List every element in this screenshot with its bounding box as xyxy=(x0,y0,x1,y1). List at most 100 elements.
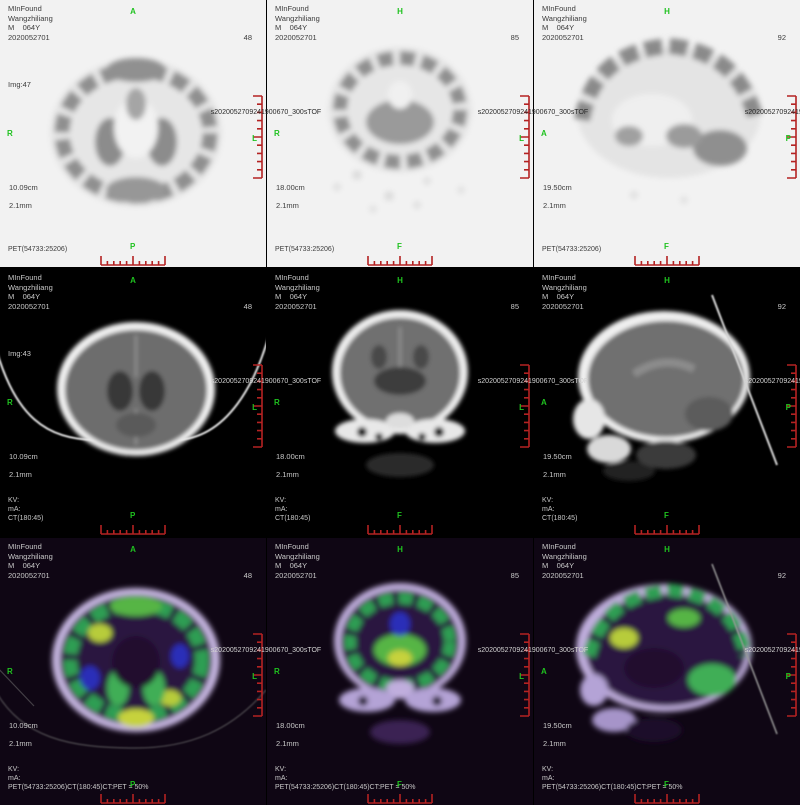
pet-axial-image xyxy=(50,58,222,207)
modality-window-label: CT(180:45) xyxy=(8,514,44,522)
image-number-label: Img:43 xyxy=(8,349,31,358)
patient-name: Wangzhiliang xyxy=(275,282,320,292)
fused-coronal-view[interactable]: MInFound Wangzhiliang M 064Y 2020052701 … xyxy=(267,538,588,805)
orientation-marker-left: R xyxy=(7,129,13,138)
orientation-marker-left: R xyxy=(274,129,280,138)
ma-label: mA: xyxy=(542,505,555,513)
ct-coronal-view[interactable]: MInFound Wangzhiliang M 064Y 2020052701 … xyxy=(267,269,588,536)
orientation-marker-bottom: F xyxy=(664,511,669,520)
series-description: s2020052709241900670_300sTOF xyxy=(744,109,800,116)
patient-sex-age: M 064Y xyxy=(275,292,308,301)
slice-number: 48 xyxy=(243,302,252,311)
orientation-marker-bottom: F xyxy=(664,780,669,789)
fov-label: 18.00cm xyxy=(276,452,305,461)
slice-number: 92 xyxy=(777,33,786,42)
pet-coronal-view[interactable]: MInFound Wangzhiliang M 064Y 2020052701 … xyxy=(267,0,588,267)
fused-axial-view[interactable]: MInFound Wangzhiliang M 064Y 2020052701 … xyxy=(0,538,321,805)
vendor-label: MInFound xyxy=(542,542,576,551)
patient-sex-age: M 064Y xyxy=(542,23,575,32)
ct-sagittal-image xyxy=(573,294,778,481)
orientation-marker-top: A xyxy=(130,7,136,16)
modality-window-label: CT(180:45) xyxy=(275,514,311,522)
patient-info: MInFound Wangzhiliang M 064Y 2020052701 xyxy=(8,542,53,580)
orientation-marker-right: L xyxy=(519,403,524,412)
kv-label: KV: xyxy=(8,497,20,504)
fov-label: 19.50cm xyxy=(543,183,572,192)
pet-sagittal-view[interactable]: MInFound Wangzhiliang M 064Y 2020052701 … xyxy=(534,0,800,267)
vendor-label: MInFound xyxy=(542,273,576,282)
slice-number: 85 xyxy=(510,302,519,311)
orientation-marker-top: A xyxy=(130,276,136,285)
thickness-label: 2.1mm xyxy=(543,470,566,479)
orientation-marker-right: L xyxy=(519,672,524,681)
fusion-ratio-label: PET(54733:25206)CT(180:45)CT:PET = 50% xyxy=(8,783,149,791)
patient-name: Wangzhiliang xyxy=(542,551,587,561)
orientation-marker-top: H xyxy=(397,276,403,285)
patient-sex-age: M 064Y xyxy=(8,561,41,570)
fused-sagittal-view[interactable]: MInFound Wangzhiliang M 064Y 2020052701 … xyxy=(534,538,800,805)
patient-info: MInFound Wangzhiliang M 064Y 2020052701 xyxy=(275,542,320,580)
series-description: s2020052709241900670_300sTOF xyxy=(210,109,322,116)
patient-sex-age: M 064Y xyxy=(8,23,41,32)
acquisition-status: KV: mA: PET(54733:25206)CT(180:45)CT:PET… xyxy=(275,766,416,792)
slice-number: 85 xyxy=(510,571,519,580)
orientation-marker-right: P xyxy=(785,403,791,412)
pet-coronal-image xyxy=(328,47,472,213)
acquisition-status: KV: mA: CT(180:45) xyxy=(8,497,43,523)
orientation-marker-bottom: P xyxy=(130,242,136,251)
thickness-label: 2.1mm xyxy=(276,739,299,748)
patient-name: Wangzhiliang xyxy=(8,282,53,292)
thickness-label: 2.1mm xyxy=(9,470,32,479)
kv-label: KV: xyxy=(8,766,20,773)
slice-number: 92 xyxy=(777,571,786,580)
patient-name: Wangzhiliang xyxy=(8,13,53,23)
fused-axial-image xyxy=(0,588,266,749)
orientation-marker-bottom: F xyxy=(664,242,669,251)
series-description: s2020052709241900670_300sTOF xyxy=(210,378,322,385)
thickness-label: 2.1mm xyxy=(543,739,566,748)
patient-info: MInFound Wangzhiliang M 064Y 2020052701 xyxy=(8,273,53,311)
slice-number: 92 xyxy=(777,302,786,311)
ma-label: mA: xyxy=(275,774,288,782)
fusion-ratio-label: PET(54733:25206)CT(180:45)CT:PET = 50% xyxy=(275,783,416,791)
study-date: 2020052701 xyxy=(542,570,584,580)
series-description: s2020052709241900670_300sTOF xyxy=(744,647,800,654)
study-date: 2020052701 xyxy=(8,32,50,42)
study-date: 2020052701 xyxy=(275,570,317,580)
pet-axial-view[interactable]: MInFound Wangzhiliang M 064Y 2020052701 … xyxy=(0,0,321,267)
acquisition-status: KV: mA: PET(54733:25206)CT(180:45)CT:PET… xyxy=(8,766,149,792)
modality-window-label: PET(54733:25206) xyxy=(275,246,335,253)
ma-label: mA: xyxy=(275,505,288,513)
orientation-marker-top: H xyxy=(664,276,670,285)
ma-label: mA: xyxy=(8,774,21,782)
vendor-label: MInFound xyxy=(542,4,576,13)
thickness-label: 2.1mm xyxy=(276,201,299,210)
thickness-label: 2.1mm xyxy=(9,739,32,748)
patient-info: MInFound Wangzhiliang M 064Y 2020052701 xyxy=(275,4,320,42)
orientation-marker-right: L xyxy=(519,134,524,143)
series-description: s2020052709241900670_300sTOF xyxy=(210,647,322,654)
horizontal-scale-ruler xyxy=(367,524,433,535)
fov-label: 10.09cm xyxy=(9,721,38,730)
orientation-marker-bottom: P xyxy=(130,780,136,789)
fov-label: 19.50cm xyxy=(543,452,572,461)
series-description: s2020052709241900670_300sTOF xyxy=(477,109,589,116)
orientation-marker-right: L xyxy=(252,672,257,681)
kv-label: KV: xyxy=(542,497,554,504)
series-description: s2020052709241900670_300sTOF xyxy=(477,647,589,654)
orientation-marker-right: L xyxy=(252,403,257,412)
slice-number: 48 xyxy=(243,571,252,580)
patient-info: MInFound Wangzhiliang M 064Y 2020052701 xyxy=(542,542,587,580)
horizontal-scale-ruler xyxy=(634,255,700,266)
ct-axial-view[interactable]: MInFound Wangzhiliang M 064Y 2020052701 … xyxy=(0,269,321,536)
ct-sagittal-view[interactable]: MInFound Wangzhiliang M 064Y 2020052701 … xyxy=(534,269,800,536)
vendor-label: MInFound xyxy=(8,273,42,282)
kv-label: KV: xyxy=(542,766,554,773)
study-date: 2020052701 xyxy=(542,301,584,311)
study-date: 2020052701 xyxy=(275,32,317,42)
vendor-label: MInFound xyxy=(275,542,309,551)
modality-window-label: PET(54733:25206) xyxy=(8,246,68,253)
orientation-marker-left: R xyxy=(7,667,13,676)
fusion-ratio-label: PET(54733:25206)CT(180:45)CT:PET = 50% xyxy=(542,783,683,791)
acquisition-status: KV: mA: CT(180:45) xyxy=(542,497,577,523)
